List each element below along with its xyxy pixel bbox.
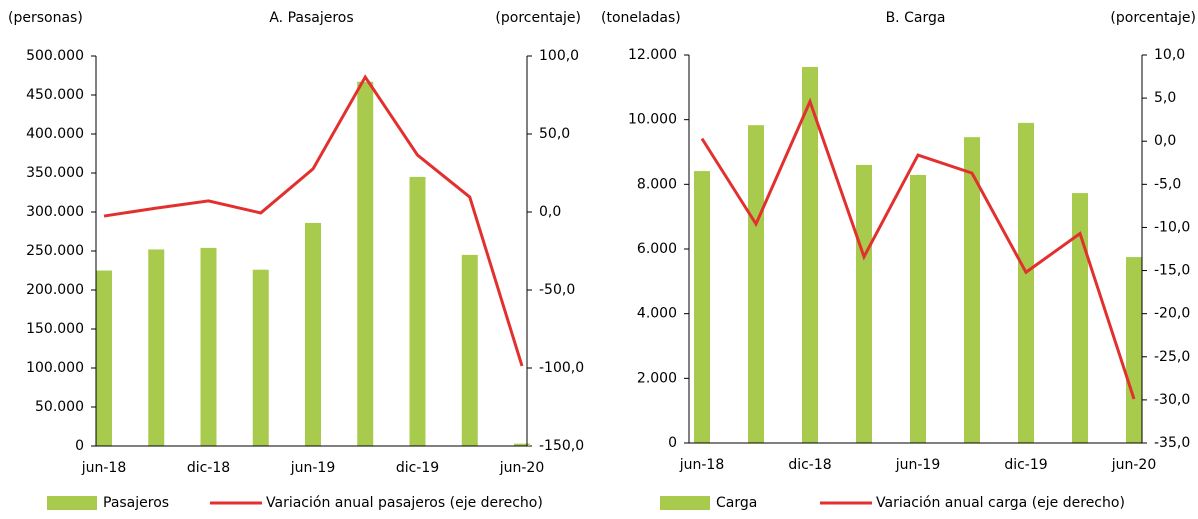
legend-swatch xyxy=(660,496,710,510)
bar xyxy=(357,81,374,447)
x-tick-label: jun-20 xyxy=(1111,457,1157,473)
y-tick-label: 450.000 xyxy=(26,87,84,103)
bar xyxy=(148,249,165,446)
y-tick-label: 400.000 xyxy=(26,126,84,142)
y-tick-label: 50.000 xyxy=(35,399,84,415)
y-tick-label: 8.000 xyxy=(637,176,677,192)
line-series xyxy=(700,97,1136,400)
y-tick-label: 0 xyxy=(668,435,677,451)
x-tick-label: jun-19 xyxy=(895,457,941,473)
bar xyxy=(910,174,926,443)
bar xyxy=(964,137,980,444)
legend-label: Variación anual carga (eje derecho) xyxy=(876,495,1125,511)
legend-swatch xyxy=(47,496,97,510)
y2-tick-label: 10,0 xyxy=(1154,47,1185,63)
y-tick-label: 150.000 xyxy=(26,321,84,337)
bar xyxy=(200,247,217,446)
bar xyxy=(96,270,112,446)
y-axis-label: (personas) xyxy=(8,10,83,26)
bar xyxy=(514,443,530,446)
bar xyxy=(1018,122,1034,444)
bar xyxy=(461,254,478,446)
legend-label: Pasajeros xyxy=(103,495,169,511)
bar xyxy=(748,125,764,443)
y-tick-label: 500.000 xyxy=(26,48,84,64)
y2-tick-label: 5,0 xyxy=(1154,90,1176,106)
y2-tick-label: -50,0 xyxy=(539,282,575,298)
x-tick-label: jun-19 xyxy=(290,460,336,476)
bar xyxy=(1072,193,1088,443)
bar xyxy=(1126,257,1142,443)
line-series xyxy=(103,74,524,367)
x-tick-label: dic-19 xyxy=(396,460,439,476)
y2-tick-label: -35,0 xyxy=(1154,435,1190,451)
y2-tick-label: -25,0 xyxy=(1154,349,1190,365)
y2-tick-label: -5,0 xyxy=(1154,176,1181,192)
y2-tick-label: -150,0 xyxy=(539,438,584,454)
y2-tick-label: -10,0 xyxy=(1154,219,1190,235)
y-tick-label: 2.000 xyxy=(637,370,677,386)
y-tick-label: 100.000 xyxy=(26,360,84,376)
y2-tick-label: -100,0 xyxy=(539,360,584,376)
y2-tick-label: 100,0 xyxy=(539,48,579,64)
y2-axis-label: (porcentaje) xyxy=(495,10,581,26)
y2-tick-label: 0,0 xyxy=(1154,133,1176,149)
y2-axis-label: (porcentaje) xyxy=(1110,10,1196,26)
x-tick-label: dic-18 xyxy=(788,457,831,473)
y-tick-label: 250.000 xyxy=(26,243,84,259)
y-tick-label: 4.000 xyxy=(637,306,677,322)
legend-label: Variación anual pasajeros (eje derecho) xyxy=(266,495,543,511)
x-tick-label: jun-18 xyxy=(679,457,725,473)
x-tick-label: jun-20 xyxy=(499,460,545,476)
x-tick-label: dic-18 xyxy=(187,460,230,476)
y2-tick-label: 0,0 xyxy=(539,204,561,220)
chart-title: B. Carga xyxy=(886,10,946,26)
y-tick-label: 6.000 xyxy=(637,241,677,257)
bar xyxy=(802,66,818,444)
y2-tick-label: -20,0 xyxy=(1154,306,1190,322)
y-tick-label: 10.000 xyxy=(628,112,677,128)
y2-tick-label: -15,0 xyxy=(1154,263,1190,279)
y2-tick-label: 50,0 xyxy=(539,126,570,142)
y2-tick-label: -30,0 xyxy=(1154,392,1190,408)
bar xyxy=(694,171,710,443)
bar xyxy=(856,164,872,443)
bar xyxy=(252,269,269,446)
y-tick-label: 300.000 xyxy=(26,204,84,220)
y-tick-label: 12.000 xyxy=(628,47,677,63)
y-tick-label: 0 xyxy=(75,438,84,454)
x-tick-label: dic-19 xyxy=(1004,457,1047,473)
bar xyxy=(305,222,321,446)
y-tick-label: 350.000 xyxy=(26,165,84,181)
x-tick-label: jun-18 xyxy=(81,460,127,476)
bar xyxy=(409,176,426,446)
y-axis-label: (toneladas) xyxy=(601,10,681,26)
y-tick-label: 200.000 xyxy=(26,282,84,298)
chart-title: A. Pasajeros xyxy=(269,10,353,26)
legend-label: Carga xyxy=(716,495,757,511)
